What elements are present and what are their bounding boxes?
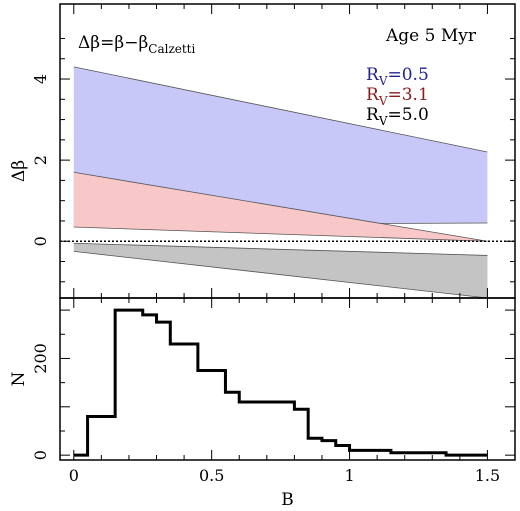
- x-axis-label: B: [281, 490, 294, 510]
- legend: RV=0.5RV=3.1RV=5.0: [366, 65, 429, 128]
- bottom-y-axis-label: N: [9, 371, 29, 386]
- x-tick-label: 0.5: [199, 466, 224, 485]
- top-y-tick-label: 4: [31, 74, 50, 84]
- band-2-lower-edge: [73, 226, 488, 242]
- delta-beta-definition: Δβ=β−βCalzetti: [78, 33, 196, 56]
- bottom-y-tick-label: 0: [31, 450, 50, 460]
- top-y-tick-label: 2: [31, 155, 50, 165]
- band-1-upper-edge: [73, 66, 488, 153]
- eq-subscript: Calzetti: [148, 42, 195, 56]
- age-annotation: Age 5 Myr: [385, 26, 477, 46]
- eq-equals: =: [100, 33, 114, 53]
- band-3-lower-edge: [73, 250, 488, 299]
- top-panel: 024 Δβ=β−βCalzetti Age 5 Myr RV=0.5RV=3.…: [9, 3, 516, 299]
- legend-value: =5.0: [387, 105, 428, 125]
- x-tick-label: 1.5: [475, 466, 500, 485]
- band-3-upper-edge: [73, 242, 488, 256]
- bottom-axis-ticks: 0 200 0 0.5 1 1.5: [31, 298, 515, 485]
- band-2-upper-edge: [73, 171, 488, 242]
- x-tick-label: 0: [69, 466, 79, 485]
- legend-symbol: R: [366, 85, 380, 105]
- legend-subscript: V: [378, 114, 388, 128]
- top-y-axis-label: Δβ: [9, 160, 29, 182]
- top-axis-ticks: 0 2 4: [31, 4, 515, 298]
- x-tick-label: 1: [344, 466, 354, 485]
- legend-subscript: V: [378, 74, 388, 88]
- bottom-y-tick-label: 200: [31, 343, 50, 374]
- eq-minus: −: [124, 33, 138, 53]
- legend-value: =0.5: [387, 65, 428, 85]
- eq-beta-sub: β: [138, 33, 148, 53]
- bottom-panel: 0 200 0 0.5 1 1.5 N B: [9, 297, 516, 510]
- legend-entry-1: RV=0.5: [366, 65, 429, 88]
- legend-entry-3: RV=5.0: [366, 105, 429, 128]
- band-3: [73, 243, 488, 298]
- eq-lhs: Δβ: [78, 33, 100, 53]
- legend-symbol: R: [366, 65, 380, 85]
- legend-subscript: V: [378, 94, 388, 108]
- legend-symbol: R: [366, 105, 380, 125]
- delta-beta-bands: [73, 66, 488, 299]
- bottom-panel-frame: [59, 297, 516, 461]
- legend-value: =3.1: [387, 85, 428, 105]
- band-1: [73, 66, 488, 226]
- histogram-steps: [73, 308, 488, 457]
- top-y-tick-label: 0: [31, 236, 50, 246]
- eq-beta: β: [114, 33, 124, 53]
- legend-entry-2: RV=3.1: [366, 85, 429, 108]
